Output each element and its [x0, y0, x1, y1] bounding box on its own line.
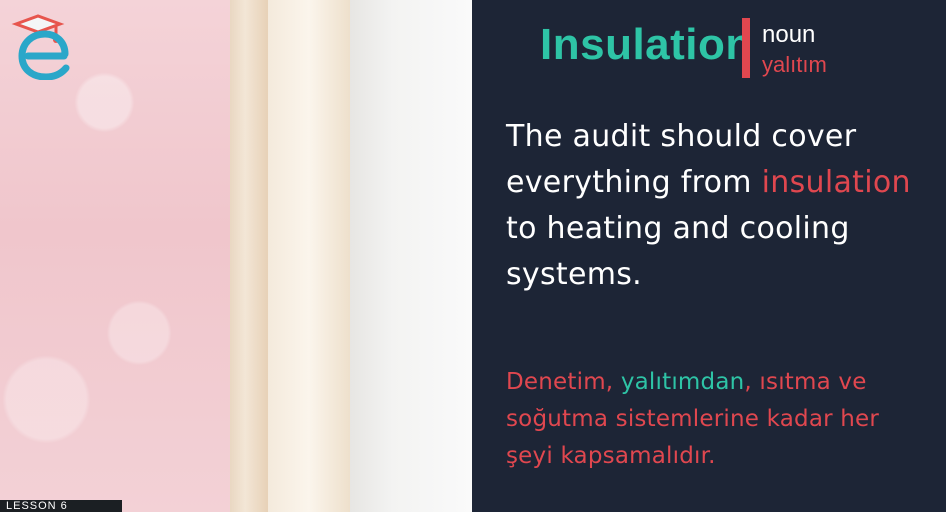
- translation: yalıtım: [762, 52, 827, 77]
- content-panel: [472, 0, 946, 512]
- english-example-sentence: The audit should cover everything from i…: [506, 114, 932, 298]
- example-highlight: insulation: [761, 165, 911, 200]
- insulation-photo: LESSON 6: [0, 0, 472, 512]
- turkish-highlight: yalıtımdan: [620, 369, 745, 395]
- lesson-label: LESSON 6: [0, 500, 122, 512]
- example-text-after: to heating and cooling systems.: [506, 211, 850, 292]
- pink-insulation-image: [0, 0, 232, 512]
- wood-stud-right: [268, 0, 350, 512]
- turkish-text-after: , ısıtma ve soğutma sistemlerine kadar h…: [506, 369, 880, 469]
- turkish-example-sentence: Denetim, yalıtımdan, ısıtma ve soğutma s…: [506, 364, 932, 475]
- headword-divider-bar: [742, 18, 750, 78]
- wood-stud-left: [230, 0, 268, 512]
- wall-background: [350, 0, 472, 512]
- example-text-before: The audit should cover everything from: [506, 119, 857, 200]
- part-of-speech: noun: [762, 21, 816, 48]
- turkish-text-before: Denetim,: [506, 369, 621, 395]
- e-learning-logo-icon: [10, 10, 80, 81]
- headword: Insulation: [540, 20, 753, 69]
